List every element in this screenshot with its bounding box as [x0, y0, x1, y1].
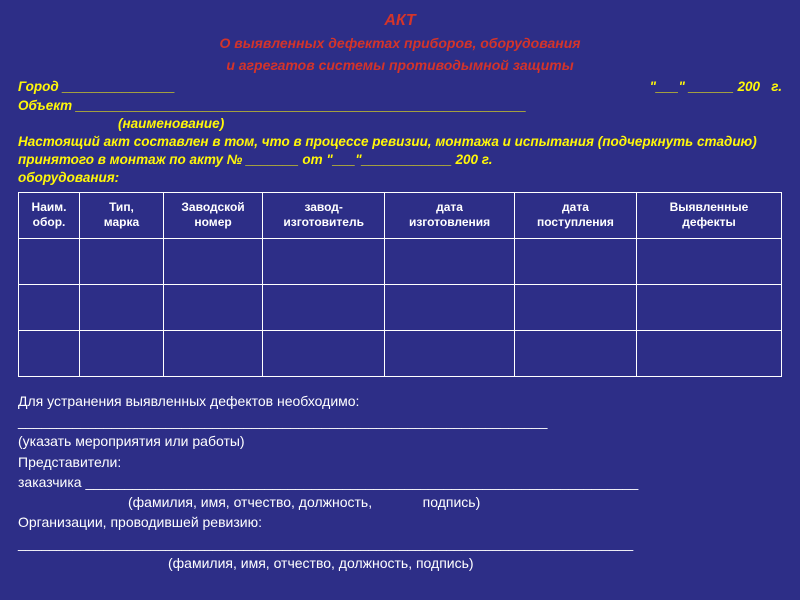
col-mfg-date: датаизготовления — [385, 192, 515, 238]
table-cell — [163, 238, 262, 284]
table-row — [19, 284, 782, 330]
footer-line3: (указать мероприятия или работы) — [18, 431, 782, 451]
footer-line9: (фамилия, имя, отчество, должность, подп… — [18, 553, 782, 573]
table-cell — [637, 330, 782, 376]
body-line-2: принятого в монтаж по акту № _______ от … — [18, 151, 782, 169]
city-date-row: Город _______________ "___" ______ 200 г… — [18, 78, 782, 96]
table-cell — [385, 330, 515, 376]
table-cell — [80, 284, 164, 330]
footer-line1: Для устранения выявленных дефектов необх… — [18, 391, 782, 411]
footer-line7: Организации, проводившей ревизию: — [18, 512, 782, 532]
object-note: (наименование) — [18, 115, 782, 133]
table-cell — [263, 238, 385, 284]
body-line-1: Настоящий акт составлен в том, что в про… — [18, 133, 782, 151]
table-cell — [514, 238, 636, 284]
defects-table: Наим.обор. Тип,марка Заводскойномер заво… — [18, 192, 782, 377]
table-cell — [19, 330, 80, 376]
footer-line4: Представители: — [18, 452, 782, 472]
table-cell — [19, 238, 80, 284]
table-cell — [385, 284, 515, 330]
footer-line8: ________________________________________… — [18, 533, 782, 553]
table-cell — [19, 284, 80, 330]
col-recv-date: датапоступления — [514, 192, 636, 238]
table-cell — [163, 284, 262, 330]
footer-line6: (фамилия, имя, отчество, должность, подп… — [18, 492, 782, 512]
table-cell — [637, 238, 782, 284]
table-cell — [637, 284, 782, 330]
col-manufacturer: завод-изготовитель — [263, 192, 385, 238]
table-cell — [80, 238, 164, 284]
date-field: "___" ______ 200 г. — [650, 78, 782, 96]
col-serial: Заводскойномер — [163, 192, 262, 238]
table-cell — [263, 330, 385, 376]
footer-line5: заказчика ______________________________… — [18, 472, 782, 492]
body-line-3: оборудования: — [18, 169, 782, 187]
table-row — [19, 238, 782, 284]
table-cell — [514, 284, 636, 330]
table-header-row: Наим.обор. Тип,марка Заводскойномер заво… — [19, 192, 782, 238]
table-cell — [80, 330, 164, 376]
doc-title-sub2: и агрегатов системы противодымной защиты — [18, 56, 782, 74]
table-cell — [263, 284, 385, 330]
object-field: Объект _________________________________… — [18, 97, 782, 115]
table-cell — [514, 330, 636, 376]
table-cell — [385, 238, 515, 284]
doc-title-main: АКТ — [18, 12, 782, 30]
city-field: Город _______________ — [18, 78, 175, 96]
col-defects: Выявленныедефекты — [637, 192, 782, 238]
footer-block: Для устранения выявленных дефектов необх… — [18, 391, 782, 574]
table-body — [19, 238, 782, 376]
footer-line2: ________________________________________… — [18, 411, 782, 431]
table-cell — [163, 330, 262, 376]
table-row — [19, 330, 782, 376]
col-type: Тип,марка — [80, 192, 164, 238]
col-name: Наим.обор. — [19, 192, 80, 238]
doc-title-sub1: О выявленных дефектах приборов, оборудов… — [18, 34, 782, 52]
